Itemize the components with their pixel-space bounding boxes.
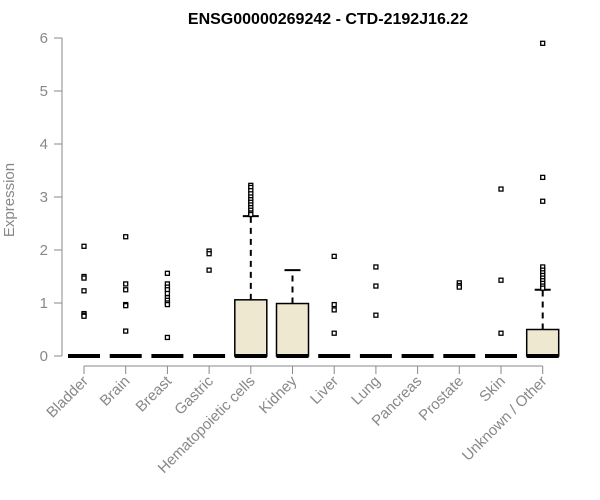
outlier-point	[206, 267, 212, 273]
outlier-point	[81, 275, 87, 281]
y-tick-label: 0	[40, 348, 48, 365]
y-tick-label: 6	[40, 30, 48, 47]
outlier-point	[373, 312, 379, 318]
x-tick-label: Prostate	[416, 373, 468, 425]
box-body	[275, 302, 310, 357]
x-tick-label: Bladder	[43, 373, 92, 422]
x-tick-label: Lung	[348, 373, 384, 409]
outlier-point	[123, 234, 129, 240]
outlier-point	[248, 211, 254, 218]
box-11	[485, 186, 517, 358]
y-tick-label: 2	[40, 242, 48, 259]
box-2	[109, 234, 142, 358]
y-axis: 0 1 2 3 4 5 6	[40, 30, 63, 365]
box-12	[525, 40, 560, 358]
y-axis-label: Expression	[1, 163, 18, 237]
outlier-point	[164, 334, 171, 341]
y-tick-label: 4	[40, 136, 48, 153]
outlier-point	[206, 251, 212, 257]
x-tick-label: Breast	[133, 372, 176, 415]
outlier-point	[164, 301, 171, 308]
outlier-point	[331, 301, 337, 308]
outlier-point	[373, 283, 379, 289]
outlier-point	[164, 290, 171, 297]
box-4	[193, 248, 226, 358]
y-tick-label: 1	[40, 295, 48, 312]
outlier-point	[331, 307, 337, 313]
box-body	[525, 328, 560, 357]
box-5	[234, 182, 268, 358]
y-tick-label: 3	[40, 189, 48, 206]
outlier-point	[331, 253, 337, 260]
outlier-point	[540, 198, 546, 204]
outlier-point	[498, 186, 504, 192]
outlier-point	[164, 270, 171, 276]
outlier-point	[123, 328, 129, 334]
y-tick-label: 5	[40, 83, 48, 100]
outlier-point	[123, 281, 129, 287]
x-tick-label: Kidney	[256, 372, 301, 417]
box-body	[234, 299, 268, 357]
box-series	[68, 40, 560, 358]
outlier-point	[331, 330, 337, 336]
outlier-point	[81, 313, 87, 319]
chart-title: ENSG00000269242 - CTD-2192J16.22	[188, 11, 468, 28]
x-tick-label: Liver	[307, 373, 342, 408]
box-8	[359, 264, 392, 358]
outlier-point	[123, 287, 129, 293]
box-10	[443, 280, 476, 358]
box-7	[318, 253, 351, 358]
outlier-point	[373, 264, 379, 270]
outlier-point	[540, 40, 546, 46]
box-6	[275, 269, 310, 358]
outlier-point	[81, 288, 87, 294]
outlier-point	[540, 174, 546, 181]
box-1	[68, 243, 100, 358]
outlier-point	[81, 243, 87, 249]
x-tick-label: Skin	[476, 373, 509, 406]
box-3	[151, 270, 184, 358]
outlier-point	[540, 285, 546, 291]
outlier-point	[498, 330, 504, 336]
x-tick-label: Brain	[97, 373, 134, 410]
outlier-point	[123, 302, 129, 309]
outlier-point	[456, 284, 462, 290]
outlier-point	[498, 277, 504, 283]
